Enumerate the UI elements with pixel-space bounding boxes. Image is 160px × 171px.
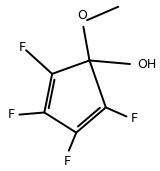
Text: F: F bbox=[19, 41, 26, 54]
Text: OH: OH bbox=[137, 58, 156, 71]
Text: F: F bbox=[131, 112, 138, 125]
Text: F: F bbox=[8, 108, 15, 121]
Text: F: F bbox=[63, 155, 71, 168]
Text: O: O bbox=[78, 9, 87, 22]
